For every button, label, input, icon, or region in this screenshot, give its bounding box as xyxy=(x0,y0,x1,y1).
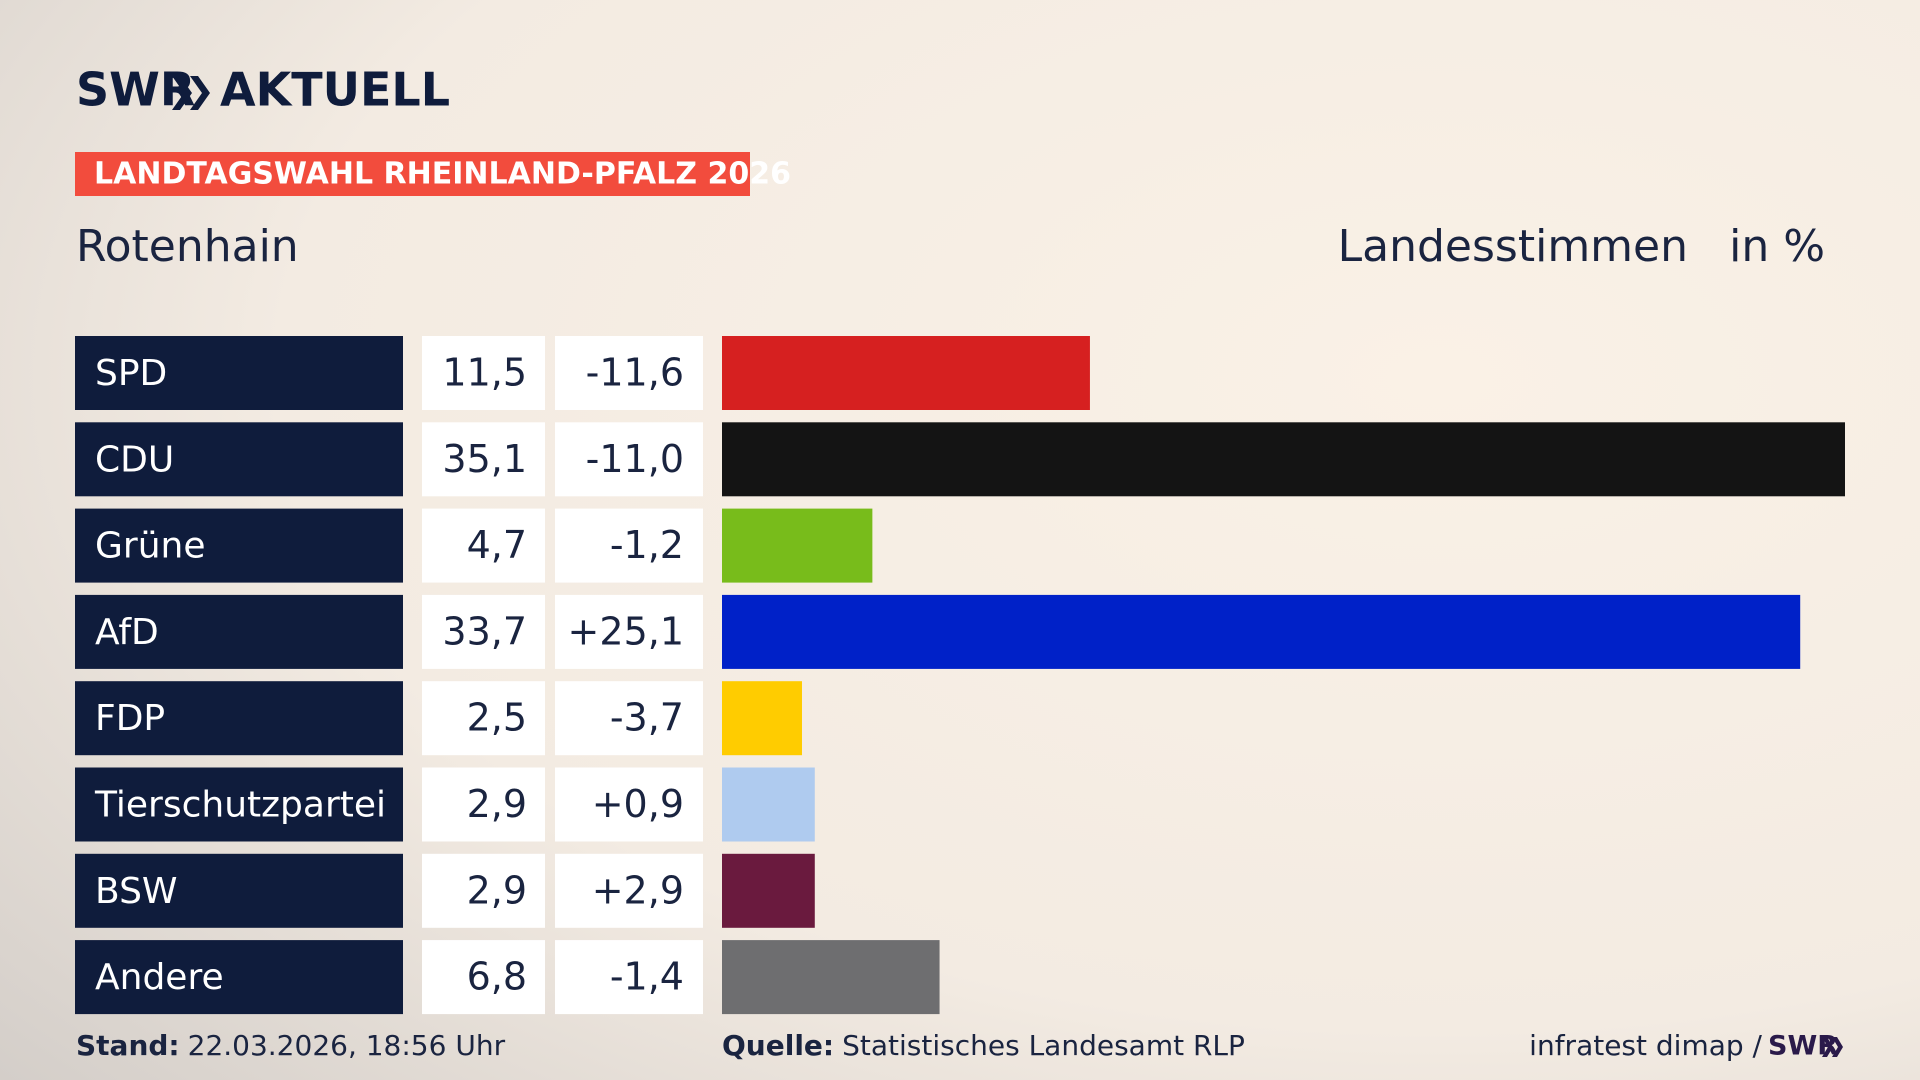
value-box xyxy=(422,422,545,497)
value-label: 11,5 xyxy=(442,351,527,395)
party-name: AfD xyxy=(95,612,159,653)
bar xyxy=(722,767,815,842)
title-badge xyxy=(75,152,750,196)
party-name: Grüne xyxy=(95,526,205,567)
value-label: 4,7 xyxy=(467,523,527,567)
footer-source: Quelle: Statistisches Landesamt RLP xyxy=(722,1029,1245,1062)
party-name: BSW xyxy=(95,871,178,912)
value-label: 2,5 xyxy=(467,696,527,740)
change-label: -11,0 xyxy=(586,437,684,481)
value-label: 6,8 xyxy=(467,955,527,999)
bar xyxy=(722,681,802,756)
value-label: 35,1 xyxy=(442,437,527,481)
party-box xyxy=(75,508,403,583)
change-box xyxy=(555,422,703,497)
party-name: Tierschutzpartei xyxy=(94,785,386,826)
value-box xyxy=(422,767,545,842)
party-name: Andere xyxy=(95,957,224,998)
change-label: +0,9 xyxy=(592,782,684,826)
logo-product: AKTUELL xyxy=(220,63,450,117)
source: Statistisches Landesamt RLP xyxy=(842,1029,1245,1062)
source-label: Quelle: xyxy=(722,1029,834,1062)
change-label: +2,9 xyxy=(592,868,684,912)
credit-chevrons xyxy=(1822,1037,1843,1057)
change-box xyxy=(555,940,703,1015)
change-label: -1,4 xyxy=(610,955,684,999)
change-box xyxy=(555,853,703,928)
change-label: +25,1 xyxy=(568,609,684,653)
bar xyxy=(722,508,873,583)
bar xyxy=(722,853,815,928)
date: 22.03.2026, 18:56 Uhr xyxy=(188,1029,506,1062)
value-label: 2,9 xyxy=(467,782,527,826)
value-label: 33,7 xyxy=(442,609,527,653)
change-box xyxy=(555,681,703,756)
value-box xyxy=(422,681,545,756)
party-box xyxy=(75,422,403,497)
party-box xyxy=(75,767,403,842)
change-box xyxy=(555,767,703,842)
bar xyxy=(722,940,940,1015)
value-box xyxy=(422,594,545,669)
value-box xyxy=(422,336,545,410)
value-box xyxy=(422,853,545,928)
value-label: 2,9 xyxy=(467,868,527,912)
chart-title: LANDTAGSWAHL RHEINLAND-PFALZ 2026 xyxy=(94,157,791,192)
change-box xyxy=(555,336,703,410)
date-label: Stand: xyxy=(76,1029,180,1062)
footer-date: Stand: 22.03.2026, 18:56 Uhr xyxy=(76,1029,506,1062)
bar xyxy=(722,336,1090,410)
credit: infratest dimap / xyxy=(1529,1029,1762,1062)
party-name: FDP xyxy=(95,698,165,739)
party-box xyxy=(75,336,403,410)
bar xyxy=(722,594,1801,669)
bar xyxy=(722,422,1845,497)
change-box xyxy=(555,508,703,583)
party-box xyxy=(75,940,403,1015)
value-box xyxy=(422,508,545,583)
change-label: -11,6 xyxy=(586,351,684,395)
value-box xyxy=(422,940,545,1015)
change-label: -3,7 xyxy=(610,696,684,740)
unit: in % xyxy=(1729,221,1825,272)
party-name: SPD xyxy=(95,353,167,394)
change-label: -1,2 xyxy=(610,523,684,567)
party-box xyxy=(75,853,403,928)
change-box xyxy=(555,594,703,669)
measure: Landesstimmen xyxy=(1338,221,1688,272)
party-box xyxy=(75,681,403,756)
party-name: CDU xyxy=(95,439,174,480)
subtitle: Rotenhain xyxy=(76,221,299,272)
logo-chevrons xyxy=(172,76,210,110)
party-box xyxy=(75,594,403,669)
